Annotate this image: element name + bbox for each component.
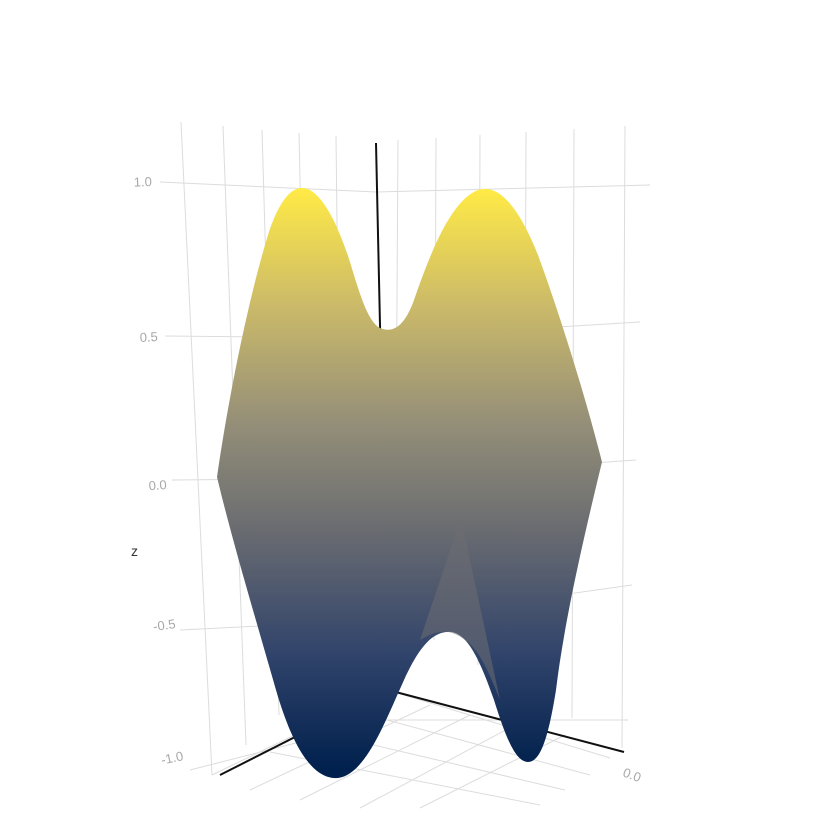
surface: [217, 188, 602, 779]
grid-line: [180, 121, 213, 776]
grid-line: [621, 125, 626, 749]
surface-fold-shadow: [420, 518, 500, 700]
z-tick-label: 0.5: [139, 329, 158, 345]
floor-line: [299, 714, 471, 801]
floor-line: [349, 709, 591, 776]
z-tick-labels: 1.0 0.5 0.0 -0.5 -1.0 0.0: [134, 174, 644, 785]
surface-group: [217, 188, 602, 779]
z-tick-label: 1.0: [134, 174, 153, 190]
z-axis-title: z: [131, 543, 138, 559]
floor-line: [419, 734, 566, 809]
z-tick-label: -0.5: [152, 616, 176, 634]
z-tick-label: 0.0: [148, 477, 167, 493]
z-tick-label: -1.0: [160, 748, 185, 767]
x-tick-label: 0.0: [621, 765, 643, 785]
z-grid-line: [159, 181, 651, 193]
floor-line: [387, 689, 611, 759]
floor-line: [359, 724, 516, 809]
